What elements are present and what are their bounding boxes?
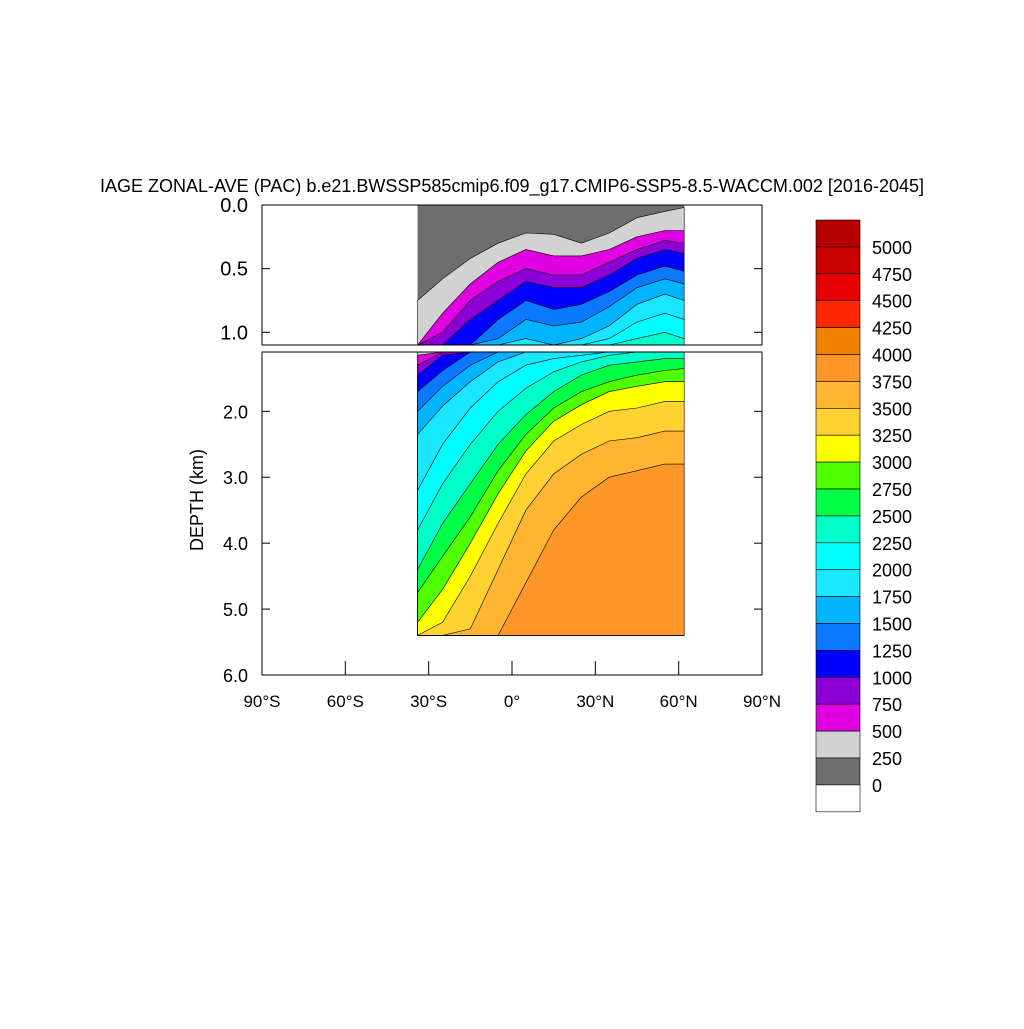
colorbar-label: 4500 bbox=[872, 292, 912, 312]
colorbar-box bbox=[815, 596, 861, 624]
y-axis-label: DEPTH (km) bbox=[187, 449, 207, 551]
colorbar-box bbox=[815, 676, 861, 705]
colorbar-box bbox=[815, 730, 861, 759]
upper-panel-y-tick-label: 0.5 bbox=[220, 259, 248, 281]
colorbar-label: 1000 bbox=[872, 668, 912, 688]
x-tick-label: 30°S bbox=[410, 692, 447, 711]
lower-panel: 2.0 3.0 4.0 5.0 6.0 90°S 60°S 30°S 0° 30°N 60°N 90… bbox=[223, 351, 781, 711]
upper-panel-y-tick-label: 0.0 bbox=[220, 195, 248, 217]
colorbar-box bbox=[815, 488, 861, 517]
colorbar-label: 3250 bbox=[872, 426, 912, 446]
colorbar-box bbox=[815, 327, 861, 355]
colorbar-label: 4750 bbox=[872, 265, 912, 285]
upper-panel: 0.0 0.5 1.0 bbox=[220, 195, 763, 346]
upper-panel-band-2000 bbox=[417, 312, 685, 345]
colorbar-box bbox=[815, 273, 861, 301]
lower-panel-y-tick-label: 6.0 bbox=[223, 666, 248, 686]
x-tick-label: 60°S bbox=[327, 692, 364, 711]
colorbar-box bbox=[815, 650, 861, 678]
colorbar: 5000475045004250400037503500325030002750… bbox=[815, 219, 912, 813]
colorbar-label: 1750 bbox=[872, 588, 912, 608]
colorbar-box bbox=[815, 569, 861, 597]
lower-panel-y-tick-label: 4.0 bbox=[223, 534, 248, 554]
colorbar-label: 750 bbox=[872, 695, 902, 715]
chart-title: IAGE ZONAL-AVE (PAC) b.e21.BWSSP585cmip6… bbox=[100, 176, 924, 197]
colorbar-label: 0 bbox=[872, 776, 882, 796]
colorbar-box bbox=[815, 381, 861, 409]
colorbar-box bbox=[815, 300, 861, 328]
colorbar-box bbox=[815, 461, 861, 490]
colorbar-box bbox=[815, 757, 861, 786]
colorbar-box bbox=[815, 784, 861, 813]
colorbar-label: 2500 bbox=[872, 507, 912, 527]
colorbar-label: 5000 bbox=[872, 238, 912, 258]
colorbar-label: 3000 bbox=[872, 453, 912, 473]
colorbar-label: 3500 bbox=[872, 399, 912, 419]
colorbar-box bbox=[815, 407, 861, 436]
colorbar-box bbox=[815, 703, 861, 732]
colorbar-box bbox=[815, 542, 861, 570]
colorbar-box bbox=[815, 515, 861, 544]
x-tick-label: 0° bbox=[504, 692, 520, 711]
x-tick-label: 90°N bbox=[743, 692, 781, 711]
colorbar-label: 3750 bbox=[872, 372, 912, 392]
colorbar-label: 250 bbox=[872, 749, 902, 769]
upper-panel-y-tick-label: 1.0 bbox=[220, 322, 248, 344]
x-tick-label: 60°N bbox=[660, 692, 698, 711]
colorbar-box bbox=[815, 434, 861, 463]
colorbar-box bbox=[815, 219, 861, 248]
colorbar-box bbox=[815, 246, 861, 275]
colorbar-label: 2000 bbox=[872, 561, 912, 581]
x-tick-label: 90°S bbox=[243, 692, 280, 711]
colorbar-label: 4250 bbox=[872, 319, 912, 339]
colorbar-box bbox=[815, 623, 861, 651]
colorbar-label: 2250 bbox=[872, 534, 912, 554]
colorbar-label: 4000 bbox=[872, 346, 912, 366]
colorbar-label: 500 bbox=[872, 722, 902, 742]
lower-panel-y-tick-label: 3.0 bbox=[223, 468, 248, 488]
upper-panel-frame bbox=[261, 204, 763, 346]
colorbar-box bbox=[815, 354, 861, 382]
colorbar-label: 1250 bbox=[872, 641, 912, 661]
lower-panel-y-tick-label: 2.0 bbox=[223, 402, 248, 422]
lower-panel-band-3750 bbox=[417, 463, 685, 636]
upper-panel-band-1750 bbox=[417, 293, 685, 345]
upper-panel-band-2250 bbox=[417, 331, 685, 345]
colorbar-label: 1500 bbox=[872, 615, 912, 635]
colorbar-label: 2750 bbox=[872, 480, 912, 500]
lower-panel-y-tick-label: 5.0 bbox=[223, 600, 248, 620]
x-tick-label: 30°N bbox=[576, 692, 614, 711]
